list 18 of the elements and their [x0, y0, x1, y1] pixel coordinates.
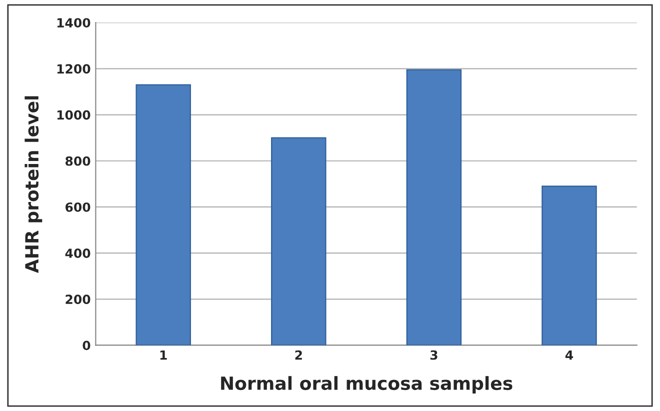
x-tick-label: 4 [565, 350, 574, 360]
x-tick-label: 1 [160, 350, 167, 360]
bar [542, 186, 597, 346]
bar [406, 69, 462, 346]
y-tick-label: 800 [66, 156, 90, 166]
y-tick-label: 1400 [57, 18, 90, 28]
y-tick-label: 400 [65, 248, 90, 258]
y-axis-title: AHR protein level [24, 96, 42, 274]
x-tick-label: 2 [295, 350, 302, 360]
y-tick-label: 0 [82, 340, 90, 350]
y-tick-label: 1200 [57, 64, 90, 74]
y-tick-label: 1000 [57, 110, 90, 120]
bar [136, 84, 191, 346]
x-axis-title: Normal oral mucosa samples [221, 376, 512, 394]
y-tick-label: 600 [66, 202, 90, 212]
y-tick-label: 200 [66, 294, 90, 304]
x-tick-label: 3 [430, 350, 438, 360]
bar [271, 137, 326, 346]
